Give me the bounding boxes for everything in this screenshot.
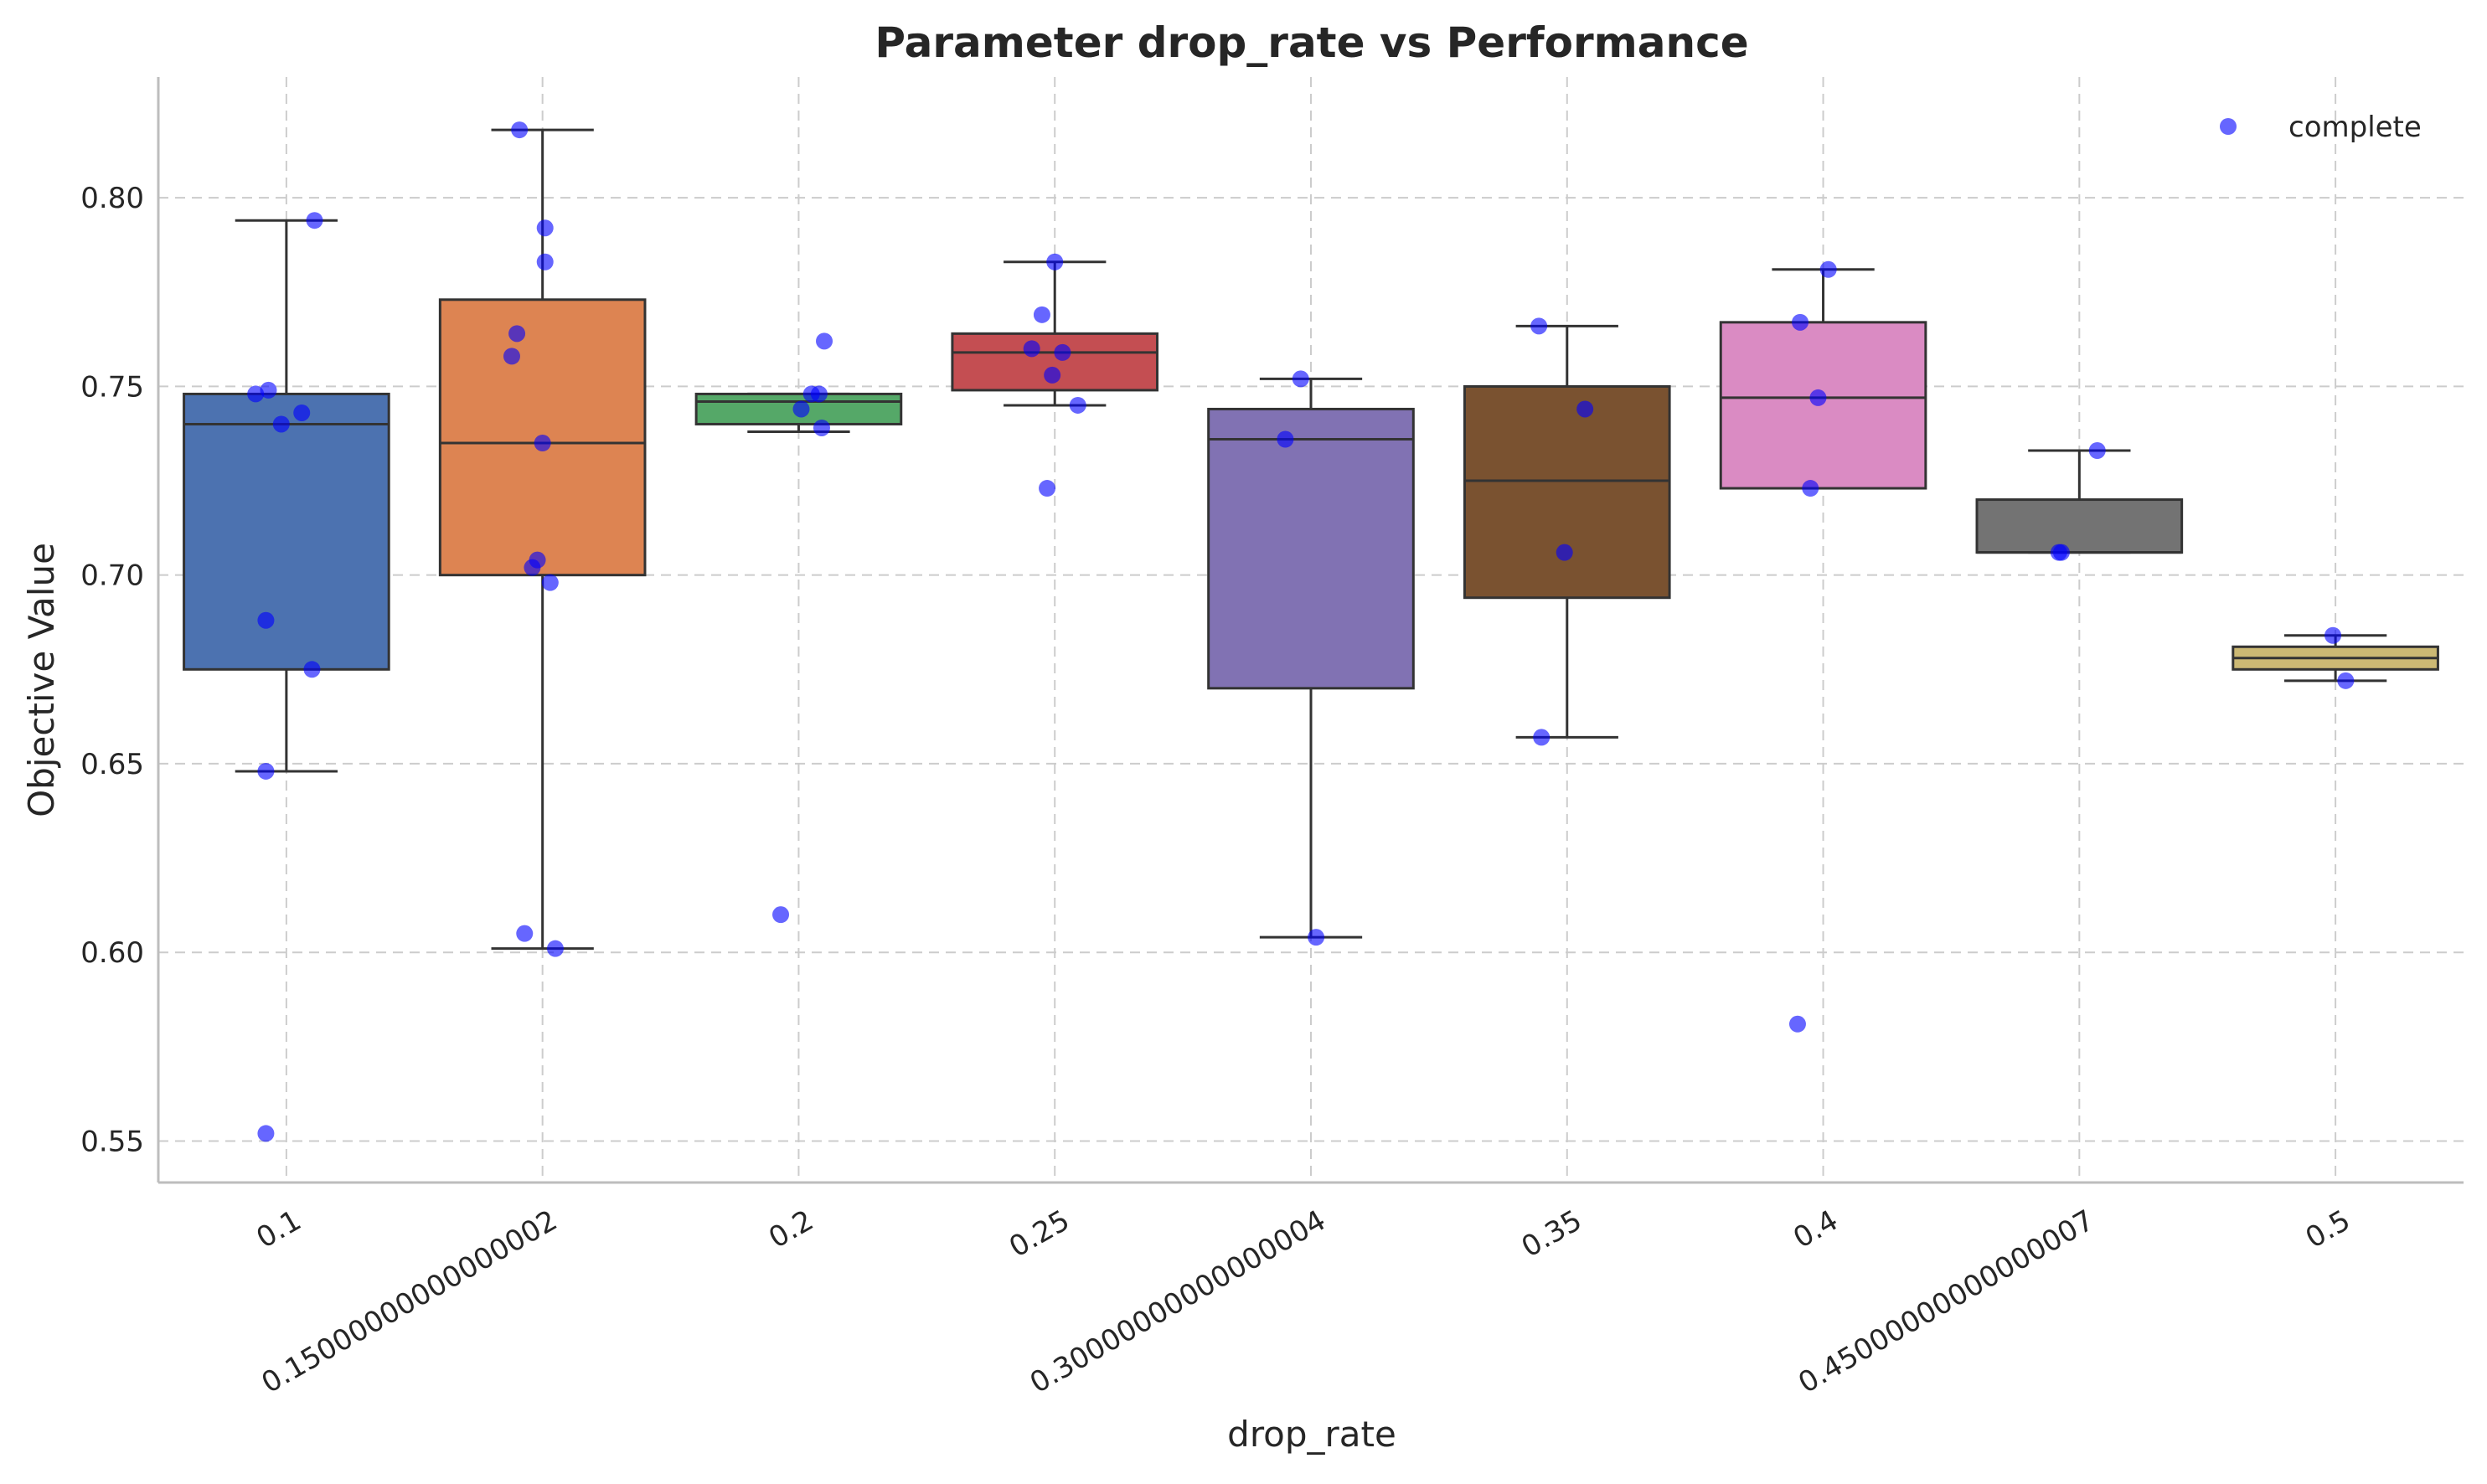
y-tick-label: 0.55: [80, 1125, 144, 1158]
data-point: [1308, 929, 1325, 946]
data-point: [1533, 729, 1551, 746]
box-0.15000000000000002: [438, 128, 647, 951]
x-tick-label: 0.4: [1788, 1203, 1844, 1255]
data-point: [1292, 370, 1309, 388]
data-point: [1556, 544, 1573, 561]
iqr-box: [1207, 407, 1415, 690]
data-point: [2088, 442, 2106, 460]
x-tick-label: 0.2: [763, 1203, 819, 1255]
data-point: [511, 121, 529, 139]
box-0.1: [183, 219, 390, 773]
axes: 0.550.600.650.700.750.800.10.15000000000…: [80, 77, 2464, 1400]
y-axis-label: Objective Value: [21, 543, 62, 817]
data-point: [1039, 480, 1056, 497]
box-0.25: [951, 260, 1159, 407]
data-point: [247, 385, 265, 403]
data-point: [257, 1125, 275, 1142]
data-point: [813, 419, 830, 436]
data-point: [1576, 400, 1594, 418]
x-tick-label: 0.35: [1516, 1203, 1588, 1264]
data-point: [1802, 480, 1819, 497]
iqr-box: [1719, 321, 1927, 490]
y-tick-label: 0.70: [80, 559, 144, 593]
data-point: [546, 940, 564, 957]
data-point: [536, 219, 554, 237]
data-point: [536, 253, 554, 271]
data-point: [541, 574, 559, 591]
chart-title: Parameter drop_rate vs Performance: [875, 18, 1748, 67]
data-point: [303, 661, 321, 678]
data-point: [1788, 1015, 1806, 1033]
box-0.30000000000000004: [1207, 377, 1415, 939]
box-0.45000000000000007: [1975, 449, 2184, 554]
iqr-box: [1975, 498, 2184, 554]
x-tick-label: 0.5: [2300, 1203, 2356, 1255]
data-point: [1044, 366, 1061, 384]
data-point: [1054, 343, 1071, 361]
data-point: [1809, 389, 1827, 406]
data-point: [1069, 396, 1086, 414]
data-point: [1530, 317, 1548, 335]
data-point: [534, 434, 551, 451]
data-point: [2337, 672, 2355, 689]
data-point: [810, 385, 828, 403]
data-point: [272, 415, 290, 433]
data-point: [293, 404, 311, 421]
y-tick-label: 0.60: [80, 936, 144, 970]
data-point: [1046, 253, 1064, 271]
data-point: [2324, 626, 2342, 644]
data-point: [503, 348, 520, 365]
legend-label: complete: [2288, 111, 2422, 144]
data-point: [1277, 430, 1294, 448]
data-point: [772, 906, 790, 924]
legend-marker: [2220, 118, 2237, 135]
y-tick-label: 0.80: [80, 182, 144, 215]
box-0.4: [1719, 268, 1927, 490]
data-point: [2052, 544, 2070, 561]
y-tick-label: 0.65: [80, 748, 144, 781]
data-point: [257, 611, 275, 629]
data-point: [529, 551, 546, 569]
x-tick-label: 0.25: [1004, 1203, 1076, 1264]
data-point: [1023, 340, 1040, 358]
data-point: [792, 400, 810, 418]
boxes: [183, 128, 2439, 951]
y-tick-label: 0.75: [80, 370, 144, 404]
data-point: [1792, 313, 1809, 331]
data-point: [306, 212, 323, 229]
x-axis-label: drop_rate: [1227, 1414, 1396, 1455]
data-point: [516, 925, 534, 942]
data-point: [260, 381, 277, 399]
data-point: [816, 332, 833, 350]
data-point: [1033, 306, 1050, 323]
iqr-box: [1463, 384, 1671, 600]
data-point: [508, 325, 526, 343]
data-points: [247, 121, 2355, 1142]
legend: complete: [2220, 111, 2422, 144]
iqr-box: [183, 392, 390, 671]
data-point: [1819, 260, 1837, 278]
data-point: [257, 762, 275, 780]
x-tick-label: 0.1: [251, 1203, 307, 1255]
box-0.35: [1463, 324, 1671, 739]
